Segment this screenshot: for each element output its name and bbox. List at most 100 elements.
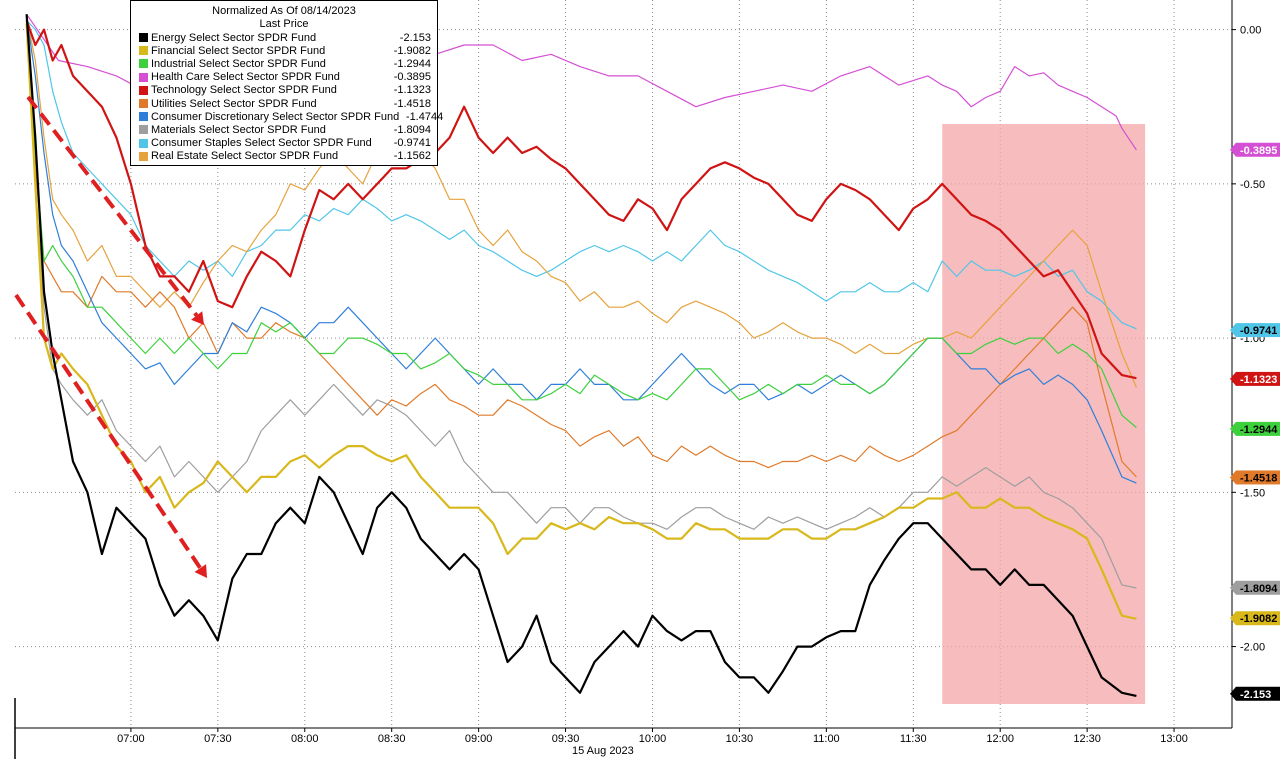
legend-series-name: Consumer Staples Select Sector SPDR Fund [151,137,372,150]
end-value-pointer [1230,611,1236,626]
end-value-box [1236,580,1280,595]
legend-swatch [139,85,148,95]
legend-series-value: -1.4518 [393,97,431,110]
legend-series-value: -1.2944 [393,57,431,70]
chart-subtitle: Last Price [259,18,309,30]
end-value-box [1236,611,1280,626]
end-value-label: -0.9741 [1240,325,1277,337]
end-value-pointer [1230,323,1236,338]
end-value-pointer [1230,371,1236,386]
legend-item: Materials Select Sector SPDR Fund -1.8094 [131,123,437,136]
legend-series-value: -1.9082 [393,44,431,57]
x-tick-label: 08:30 [378,733,406,745]
legend-series-value: -1.1323 [393,84,431,97]
legend-series-name: Industrial Select Sector SPDR Fund [151,57,326,70]
legend-series-name: Financial Select Sector SPDR Fund [151,44,326,57]
end-value-labels: -0.3895 -0.9741 -1.1323 -1.2944 -1.4518 -1.80… [1230,142,1280,701]
x-tick-label: 07:30 [204,733,232,745]
legend-swatch [139,72,148,82]
legend-swatch [139,138,148,148]
x-tick-label: 12:00 [986,733,1014,745]
x-tick-label: 07:00 [117,733,145,745]
end-value-pointer [1230,142,1236,157]
legend-series-name: Energy Select Sector SPDR Fund [151,31,317,44]
end-value-label: -1.9082 [1240,613,1277,625]
x-tick-label: 10:30 [726,733,754,745]
legend-series-name: Materials Select Sector SPDR Fund [151,123,326,136]
legend-item: Industrial Select Sector SPDR Fund -1.294… [131,57,437,70]
legend-swatch [139,33,148,43]
end-value-box [1236,421,1280,436]
x-tick-label: 13:00 [1160,733,1188,745]
legend-swatch [139,125,148,135]
legend-swatch [139,99,148,109]
legend-series-value: -1.4744 [405,110,444,123]
x-tick-label: 11:00 [813,733,840,745]
legend-series-name: Technology Select Sector SPDR Fund [151,84,337,97]
end-value-pointer [1230,470,1236,485]
legend-series-value: -1.1562 [393,150,431,163]
legend-item: Consumer Discretionary Select Sector SPD… [131,110,443,123]
legend-series-name: Health Care Select Sector SPDR Fund [151,71,340,84]
end-value-label: -0.3895 [1240,145,1277,157]
series-line [26,20,1137,589]
legend-series-value: -0.9741 [393,137,431,150]
legend-swatch [139,151,148,161]
legend-swatch [139,59,148,69]
end-value-box [1236,371,1280,386]
series-line [25,14,1137,697]
legend-series-name: Real Estate Select Sector SPDR Fund [151,150,339,163]
legend-series-value: -2.153 [399,31,431,44]
end-value-label: -1.1323 [1240,374,1277,386]
legend-item: Financial Select Sector SPDR Fund -1.9082 [131,44,437,57]
legend-item: Technology Select Sector SPDR Fund -1.132… [131,84,437,97]
legend-item: Health Care Select Sector SPDR Fund -0.38… [131,71,437,84]
y-tick-label: -2.00 [1240,642,1265,654]
end-value-label: -2.153 [1240,689,1271,701]
legend-series-value: -0.3895 [393,71,431,84]
end-value-pointer [1230,686,1236,701]
y-tick-labels: 0.00-0.50-1.00-1.50-2.00 [1240,25,1265,654]
legend-swatch [139,112,148,122]
x-tick-label: 11:30 [900,733,927,745]
legend-series-value: -1.8094 [393,123,431,136]
end-value-label: -1.2944 [1240,424,1278,436]
trend-arrow-line [26,95,199,317]
end-value-label: -1.4518 [1240,472,1277,484]
legend-series-name: Consumer Discretionary Select Sector SPD… [151,110,400,123]
end-value-box [1236,142,1280,157]
legend-rows: Energy Select Sector SPDR Fund -2.153 Fina… [131,31,443,163]
series-line [26,20,1137,428]
axes [14,0,1236,759]
trend-arrows [14,95,207,578]
legend: Normalized As Of 08/14/2023 Last Price E… [130,0,443,166]
legend-swatch [139,46,148,56]
legend-item: Utilities Select Sector SPDR Fund -1.4518 [131,97,437,110]
y-tick-label: -0.50 [1240,179,1265,191]
end-value-pointer [1230,580,1236,595]
legend-item: Energy Select Sector SPDR Fund -2.153 [131,31,437,44]
end-value-label: -1.8094 [1240,583,1278,595]
x-tick-label: 08:00 [291,733,319,745]
x-tick-label: 09:30 [552,733,580,745]
x-tick-label: 10:00 [639,733,667,745]
series-line [26,19,1137,330]
legend-item: Real Estate Select Sector SPDR Fund -1.15… [131,150,437,163]
y-tick-label: -1.50 [1240,487,1265,499]
legend-series-name: Utilities Select Sector SPDR Fund [151,97,317,110]
y-tick-label: 0.00 [1240,25,1261,37]
x-tick-label: 12:30 [1073,733,1101,745]
series-line [25,23,1137,620]
chart-title: Normalized As Of 08/14/2023 [212,5,356,17]
end-value-box [1236,470,1280,485]
date-label: 15 Aug 2023 [572,745,634,757]
trend-arrow-head [194,564,207,578]
x-tick-labels: 07:00 07:30 08:00 08:30 09:00 09:30 10:00 10:30… [117,733,1188,745]
highlight-region [942,124,1146,704]
end-value-pointer [1230,421,1236,436]
legend-item: Consumer Staples Select Sector SPDR Fund… [131,137,437,150]
end-value-box [1236,686,1280,701]
trend-arrow-head [191,311,204,325]
series-line [25,20,1137,380]
